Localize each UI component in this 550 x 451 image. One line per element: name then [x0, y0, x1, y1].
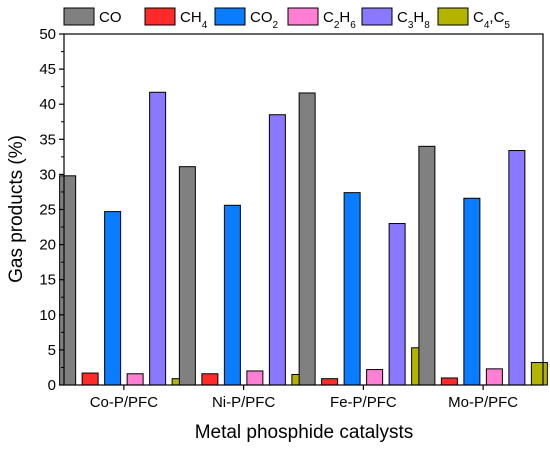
bar-mo-p-pfc-co2 — [463, 197, 481, 386]
bar-fe-p-pfc-co — [298, 92, 316, 386]
y-tick-label: 20 — [39, 237, 56, 254]
bar-co-p-pfc-co2 — [104, 211, 122, 386]
y-axis: 0 5 10 15 20 25 30 35 40 45 50 — [39, 26, 64, 394]
legend-swatch — [214, 7, 246, 26]
y-tick-label: 10 — [39, 307, 56, 324]
y-tick-label: 50 — [39, 26, 56, 43]
bar-ni-p-pfc-co2 — [223, 204, 241, 386]
legend: CO CH4 CO2 C2H6 C3H8 C4,C5 — [63, 7, 510, 31]
bar-mo-p-pfc-c2h6 — [485, 368, 503, 386]
y-tick-label: 45 — [39, 61, 56, 78]
legend-label: C2H6 — [323, 9, 356, 31]
x-tick-label: Ni-P/PFC — [212, 394, 276, 411]
bar-co-p-pfc-c3h8 — [149, 91, 167, 386]
x-axis-title: Metal phosphide catalysts — [195, 422, 414, 443]
y-tick-label: 40 — [39, 96, 56, 113]
bar-fe-p-pfc-c2h6 — [366, 369, 384, 386]
legend-label: CO — [99, 9, 122, 26]
y-axis-title: Gas products (%) — [6, 135, 27, 283]
bar-mo-p-pfc-co — [418, 145, 436, 386]
bar-fe-p-pfc-ch4 — [321, 378, 339, 386]
legend-label: C4,C5 — [473, 9, 510, 31]
legend-swatch — [144, 7, 176, 26]
bars — [59, 91, 548, 386]
legend-swatch — [63, 7, 95, 26]
bar-ni-p-pfc-co — [178, 166, 196, 386]
bar-co-p-pfc-c2h6 — [126, 373, 144, 386]
bar-mo-p-pfc-c4-c5 — [530, 362, 548, 386]
legend-label: CO2 — [250, 9, 279, 31]
bar-ni-p-pfc-c3h8 — [268, 114, 286, 386]
bar-ni-p-pfc-ch4 — [201, 373, 219, 386]
legend-label: CH4 — [180, 9, 208, 31]
legend-swatch — [361, 7, 393, 26]
x-tick-label: Fe-P/PFC — [330, 394, 397, 411]
bar-mo-p-pfc-c3h8 — [508, 150, 526, 386]
y-tick-label: 35 — [39, 131, 56, 148]
y-tick-label: 15 — [39, 272, 56, 289]
y-tick-label: 5 — [48, 342, 56, 359]
y-tick-label: 25 — [39, 202, 56, 219]
legend-label: C3H8 — [397, 9, 430, 31]
legend-swatch — [437, 7, 469, 26]
y-tick-label: 0 — [48, 377, 56, 394]
y-tick-label: 30 — [39, 166, 56, 183]
bar-co-p-pfc-co — [59, 175, 77, 386]
x-tick-label: Mo-P/PFC — [448, 394, 518, 411]
legend-swatch — [287, 7, 319, 26]
bar-fe-p-pfc-co2 — [343, 192, 361, 386]
x-axis: Co-P/PFC Ni-P/PFC Fe-P/PFC Mo-P/PFC — [90, 385, 518, 411]
bar-ni-p-pfc-c2h6 — [246, 370, 264, 386]
bar-co-p-pfc-ch4 — [81, 372, 99, 386]
bar-fe-p-pfc-c3h8 — [388, 223, 406, 386]
x-tick-label: Co-P/PFC — [90, 394, 159, 411]
bar-mo-p-pfc-ch4 — [440, 377, 458, 386]
